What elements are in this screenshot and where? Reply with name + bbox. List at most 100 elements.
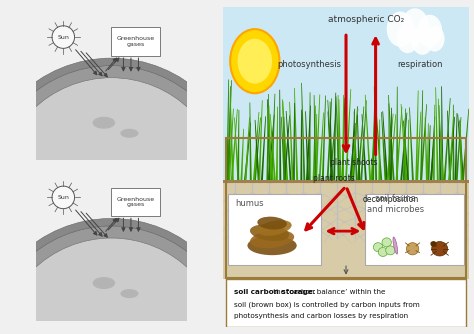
- Polygon shape: [319, 113, 324, 183]
- Wedge shape: [0, 218, 244, 334]
- Polygon shape: [360, 101, 367, 183]
- Polygon shape: [283, 101, 288, 183]
- Text: respiration: respiration: [397, 60, 443, 69]
- Polygon shape: [255, 120, 260, 183]
- Polygon shape: [357, 107, 364, 183]
- Polygon shape: [400, 113, 407, 183]
- Circle shape: [418, 15, 442, 47]
- Polygon shape: [230, 109, 238, 183]
- Circle shape: [425, 26, 445, 51]
- Ellipse shape: [432, 241, 447, 256]
- Text: soil carbon storage:: soil carbon storage:: [234, 289, 316, 295]
- Polygon shape: [269, 106, 272, 183]
- Polygon shape: [395, 107, 402, 183]
- Polygon shape: [388, 95, 395, 183]
- Text: Greenhouse
gases: Greenhouse gases: [117, 196, 155, 207]
- Polygon shape: [279, 90, 281, 183]
- Polygon shape: [327, 98, 332, 183]
- Polygon shape: [336, 97, 340, 183]
- Ellipse shape: [374, 243, 383, 252]
- Bar: [223, 180, 469, 183]
- Ellipse shape: [250, 224, 289, 241]
- Polygon shape: [301, 83, 305, 183]
- Circle shape: [387, 11, 414, 47]
- Polygon shape: [337, 95, 339, 183]
- Bar: [223, 7, 469, 183]
- Circle shape: [411, 26, 434, 55]
- Ellipse shape: [250, 230, 294, 248]
- Polygon shape: [312, 106, 316, 183]
- Polygon shape: [374, 87, 377, 183]
- Polygon shape: [447, 111, 451, 183]
- Polygon shape: [267, 115, 274, 183]
- Polygon shape: [244, 123, 251, 183]
- Polygon shape: [230, 97, 234, 183]
- Bar: [223, 183, 469, 279]
- Circle shape: [397, 24, 419, 53]
- Polygon shape: [240, 129, 244, 183]
- Ellipse shape: [92, 117, 115, 129]
- Polygon shape: [330, 102, 333, 183]
- Wedge shape: [0, 58, 244, 190]
- Polygon shape: [282, 99, 287, 183]
- Polygon shape: [351, 109, 358, 183]
- Polygon shape: [416, 112, 421, 183]
- Polygon shape: [266, 94, 269, 183]
- Text: plant shoots: plant shoots: [329, 158, 377, 167]
- Polygon shape: [306, 106, 311, 183]
- Polygon shape: [354, 112, 358, 183]
- Polygon shape: [443, 98, 451, 183]
- FancyBboxPatch shape: [110, 188, 160, 216]
- FancyBboxPatch shape: [227, 279, 465, 327]
- Polygon shape: [301, 110, 302, 183]
- Polygon shape: [270, 114, 276, 183]
- Polygon shape: [448, 117, 455, 183]
- FancyBboxPatch shape: [110, 27, 160, 56]
- Polygon shape: [283, 117, 285, 183]
- Polygon shape: [409, 108, 414, 183]
- Text: atmospheric CO₂: atmospheric CO₂: [328, 15, 404, 24]
- Polygon shape: [328, 100, 334, 183]
- Polygon shape: [456, 117, 461, 183]
- Polygon shape: [420, 104, 427, 183]
- Wedge shape: [0, 77, 224, 190]
- Polygon shape: [245, 118, 250, 183]
- Polygon shape: [352, 106, 358, 183]
- Polygon shape: [283, 116, 290, 183]
- Polygon shape: [407, 120, 409, 183]
- Polygon shape: [427, 123, 429, 183]
- Polygon shape: [276, 107, 278, 183]
- FancyBboxPatch shape: [228, 194, 321, 265]
- Ellipse shape: [247, 236, 297, 255]
- Ellipse shape: [386, 246, 395, 255]
- Polygon shape: [305, 111, 309, 183]
- Polygon shape: [333, 93, 336, 183]
- Polygon shape: [401, 104, 408, 183]
- Polygon shape: [289, 102, 294, 183]
- Polygon shape: [357, 115, 361, 183]
- Polygon shape: [362, 114, 367, 183]
- Text: soil fauna
and microbes: soil fauna and microbes: [367, 194, 424, 213]
- Polygon shape: [441, 86, 444, 183]
- Polygon shape: [271, 94, 275, 183]
- Text: soil (brown box) is controlled by carbon inputs from: soil (brown box) is controlled by carbon…: [234, 301, 419, 308]
- Polygon shape: [371, 104, 376, 183]
- Ellipse shape: [257, 217, 287, 229]
- Polygon shape: [386, 114, 393, 183]
- Bar: [223, 279, 469, 327]
- Polygon shape: [328, 112, 333, 183]
- Circle shape: [401, 8, 428, 43]
- Polygon shape: [227, 80, 232, 183]
- Polygon shape: [309, 93, 310, 183]
- Ellipse shape: [393, 237, 398, 254]
- Wedge shape: [0, 65, 236, 190]
- Text: Sun: Sun: [57, 35, 69, 39]
- Circle shape: [230, 29, 280, 93]
- Ellipse shape: [92, 277, 115, 289]
- Polygon shape: [433, 105, 435, 183]
- Circle shape: [52, 26, 74, 48]
- Text: Greenhouse
gases: Greenhouse gases: [117, 36, 155, 47]
- Polygon shape: [228, 109, 234, 183]
- Polygon shape: [438, 99, 444, 183]
- Polygon shape: [427, 125, 430, 183]
